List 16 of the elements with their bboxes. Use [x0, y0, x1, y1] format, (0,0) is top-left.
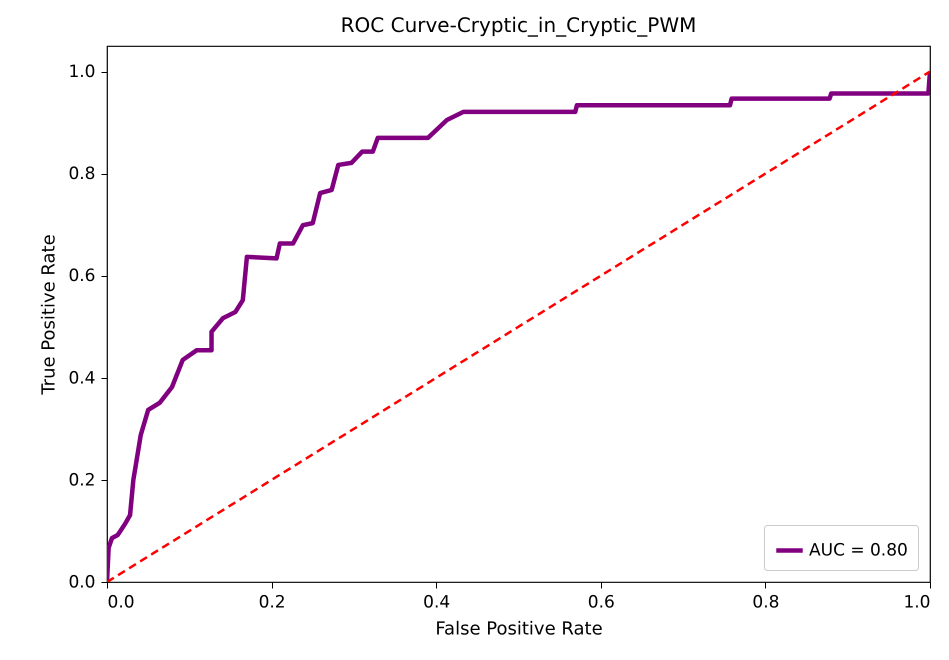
x-tick-label: 0.0	[108, 592, 135, 612]
x-axis-title: False Positive Rate	[435, 618, 603, 640]
x-tick-label: 1.0	[903, 592, 930, 612]
y-axis-title: True Positive Rate	[38, 234, 60, 396]
y-tick-label: 0.0	[68, 572, 96, 592]
x-tick-label: 0.2	[258, 592, 286, 612]
y-tick-label: 0.4	[68, 368, 96, 388]
y-tick-label: 0.8	[68, 164, 96, 184]
legend-label: AUC = 0.80	[809, 540, 908, 560]
y-tick-label: 0.6	[68, 266, 96, 286]
chart-title: ROC Curve-Cryptic_in_Cryptic_PWM	[340, 13, 696, 37]
x-tick-label: 0.4	[423, 592, 450, 612]
x-tick-label: 0.6	[588, 592, 615, 612]
y-tick-label: 0.2	[68, 470, 96, 490]
y-tick-label: 1.0	[68, 62, 96, 82]
x-tick-label: 0.8	[752, 592, 780, 612]
